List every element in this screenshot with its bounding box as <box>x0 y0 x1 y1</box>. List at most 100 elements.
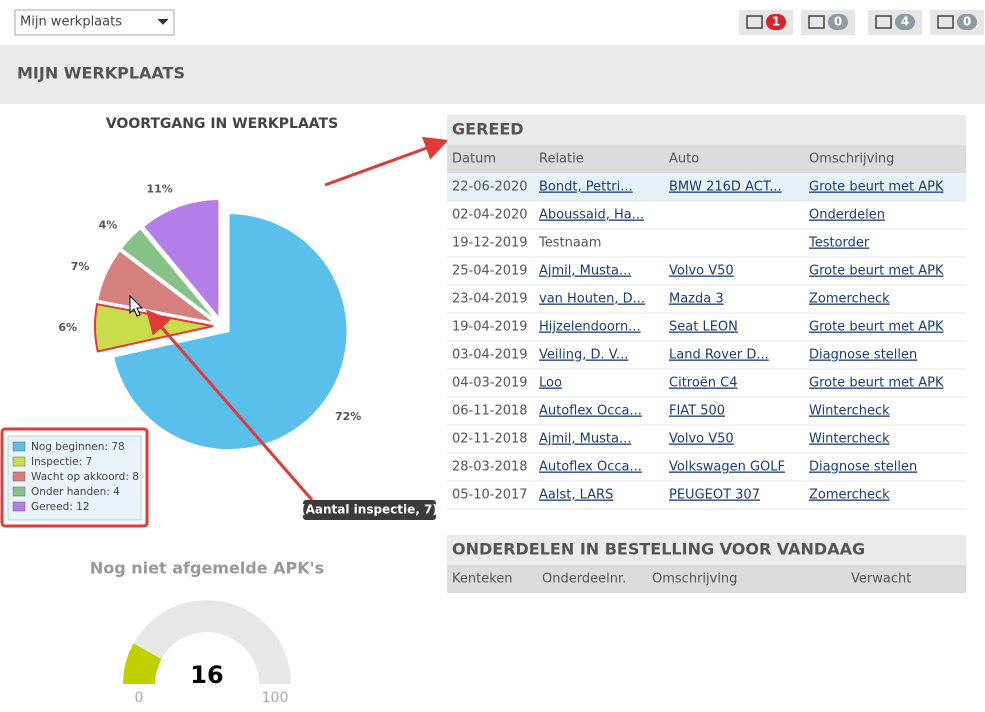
legend-swatch <box>12 456 26 467</box>
link[interactable]: Autoflex Occa... <box>539 460 642 475</box>
legend-swatch <box>12 441 26 452</box>
arrow <box>146 309 314 501</box>
icon <box>746 15 763 29</box>
link[interactable]: Volvo V50 <box>669 432 734 447</box>
chart-title: VOORTGANG IN WERKPLAATS <box>106 116 338 132</box>
legend <box>7 435 142 521</box>
link[interactable]: Hijzelendoorn... <box>539 320 641 335</box>
tooltip-text: (Aantal inspectie, 7) <box>300 503 438 517</box>
link[interactable]: BMW 216D ACT... <box>669 180 782 195</box>
badge-count: 0 <box>963 15 971 29</box>
column-header: Auto <box>669 152 699 167</box>
separator: : <box>104 441 111 453</box>
table-header <box>447 145 966 173</box>
link[interactable]: Mazda 3 <box>669 292 724 307</box>
cell: 19-04-2019 <box>452 320 528 335</box>
legend-swatch <box>12 486 26 497</box>
badge-count: 1 <box>772 15 780 29</box>
table-header <box>447 565 966 593</box>
link[interactable]: Ajmil, Musta... <box>539 432 631 447</box>
link[interactable]: Citroën C4 <box>669 376 738 391</box>
link[interactable]: Testorder <box>808 236 870 251</box>
link[interactable]: Land Rover D... <box>669 348 769 363</box>
legend-name: Wacht op akkoord <box>31 471 125 483</box>
link[interactable]: Wintercheck <box>809 432 890 447</box>
legend-name: Onder handen <box>31 486 106 498</box>
legend-name: Gereed <box>31 501 69 513</box>
highlight-box <box>0 427 149 528</box>
legend-entry[interactable]: Inspectie: 7 <box>31 456 92 468</box>
link[interactable]: Aboussaid, Ha... <box>539 208 644 223</box>
legend-value: 4 <box>113 486 120 498</box>
column-header: Omschrijving <box>652 572 737 587</box>
data-label: 72% <box>335 410 361 423</box>
link[interactable]: Ajmil, Musta... <box>539 264 631 279</box>
link[interactable]: Wintercheck <box>809 404 890 419</box>
table-title-bar <box>447 535 966 565</box>
legend-name: Inspectie <box>31 456 79 468</box>
table-title-bar <box>447 115 966 145</box>
page-title: MIJN WERKPLAATS <box>17 64 185 83</box>
link[interactable]: Diagnose stellen <box>809 348 917 363</box>
legend-items: Nog beginnen: 78 Inspectie: 7 Wacht op akk… <box>12 441 139 513</box>
ready-table: Datum Relatie Auto Omschrijving 22-06-2020 Bo… <box>447 152 966 510</box>
link[interactable]: Diagnose stellen <box>809 460 917 475</box>
data-label: 7% <box>71 260 90 273</box>
cell: 06-11-2018 <box>452 404 528 419</box>
link[interactable]: Autoflex Occa... <box>539 404 642 419</box>
link[interactable]: Onderdelen <box>809 208 885 223</box>
select-text[interactable]: Mijn werkplaats <box>20 15 122 30</box>
select-box[interactable] <box>14 9 175 36</box>
link[interactable]: Loo <box>539 376 562 391</box>
cell: 22-06-2020 <box>452 180 528 195</box>
link[interactable]: Seat LEON <box>669 320 738 335</box>
legend-swatch <box>12 471 26 482</box>
legend-entry[interactable]: Nog beginnen: 78 <box>31 441 125 453</box>
title-band <box>0 45 985 104</box>
badge <box>895 14 915 30</box>
pie-slice[interactable] <box>113 213 348 451</box>
cell: Testnaam <box>538 236 601 251</box>
cursor <box>129 294 144 317</box>
link[interactable]: Bondt, Pettri... <box>539 180 633 195</box>
link[interactable]: Volkswagen GOLF <box>669 460 785 475</box>
link[interactable]: PEUGEOT 307 <box>669 488 760 503</box>
link[interactable]: Grote beurt met APK <box>809 376 944 391</box>
cell: 02-11-2018 <box>452 432 528 447</box>
column-header: Onderdeelnr. <box>542 572 626 587</box>
separator: : <box>69 501 76 513</box>
legend-value: 8 <box>132 471 139 483</box>
icon <box>808 15 825 29</box>
legend-entry[interactable]: Gereed: 12 <box>31 501 90 513</box>
parts-table: Kenteken Onderdeelnr. Omschrijving Verwacht <box>452 572 911 587</box>
link[interactable]: Grote beurt met APK <box>809 320 944 335</box>
legend-entry[interactable]: Onder handen: 4 <box>31 486 120 498</box>
link[interactable]: Grote beurt met APK <box>809 264 944 279</box>
column-header: Relatie <box>539 152 584 167</box>
link[interactable]: FIAT 500 <box>669 404 725 419</box>
pie-slice[interactable] <box>97 250 215 323</box>
legend-entry[interactable]: Wacht op akkoord: 8 <box>31 471 139 483</box>
column-header: Omschrijving <box>809 152 894 167</box>
column-header: Verwacht <box>851 572 911 587</box>
link[interactable]: Veiling, D. V... <box>539 348 628 363</box>
data-label: 4% <box>99 219 118 232</box>
gauge-max: 100 <box>262 690 289 706</box>
legend-value: 12 <box>76 501 89 513</box>
legend-value: 78 <box>111 441 124 453</box>
link[interactable]: Grote beurt met APK <box>809 180 944 195</box>
link[interactable]: Volvo V50 <box>669 264 734 279</box>
pie-slice[interactable] <box>120 228 216 321</box>
link[interactable]: Aalst, LARS <box>539 488 613 503</box>
legend-name: Nog beginnen <box>31 441 104 453</box>
link[interactable]: Zomercheck <box>809 292 890 307</box>
link[interactable]: van Houten, D... <box>539 292 645 307</box>
link[interactable]: Zomercheck <box>809 488 890 503</box>
badges: 1 0 4 0 <box>739 10 984 35</box>
pie-slice[interactable] <box>142 199 220 319</box>
column-header: Kenteken <box>452 572 513 587</box>
data-label: 11% <box>146 183 172 196</box>
icon <box>937 15 954 29</box>
row-highlight <box>447 173 966 201</box>
